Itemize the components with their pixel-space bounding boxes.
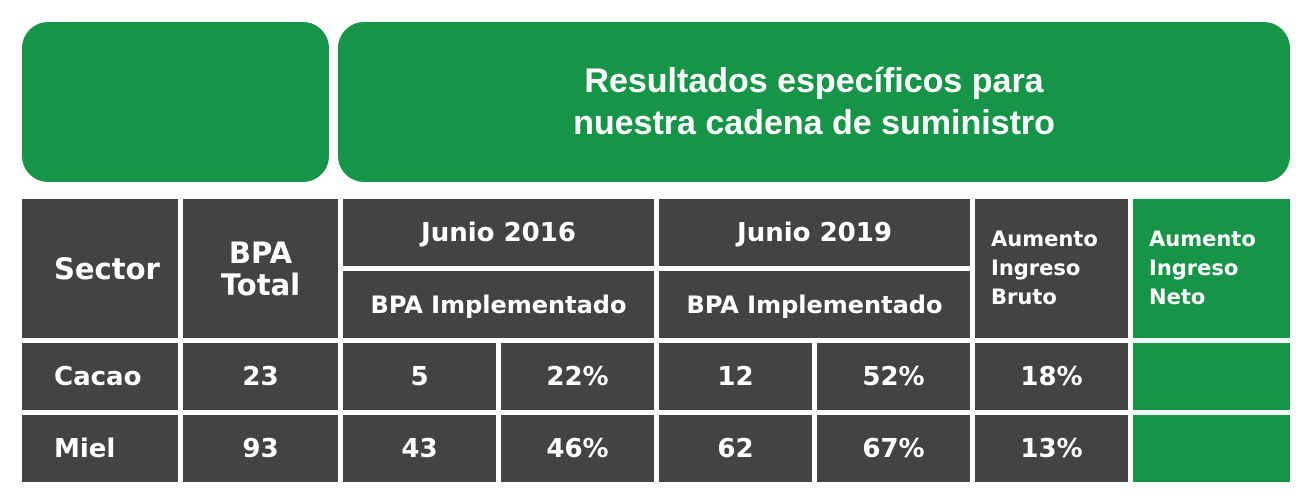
table-row-miel-2019-count: 62	[659, 415, 812, 482]
table-row-cacao-net	[1133, 343, 1290, 410]
table-row-cacao-sector: Cacao	[22, 343, 178, 410]
cell-2016-count: 43	[401, 433, 438, 464]
cell-gross-increase: 18%	[1020, 361, 1083, 392]
page-title-line2: nuestra cadena de suministro	[573, 104, 1055, 142]
page-title: Resultados específicos para nuestra cade…	[573, 60, 1055, 144]
table-row-miel-2019-pct: 67%	[817, 415, 970, 482]
header-gross-line3: Bruto	[991, 285, 1057, 309]
header-bpa-impl-2016-label: BPA Implementado	[370, 290, 627, 319]
cell-2019-count: 62	[717, 433, 754, 464]
header-net-line2: Ingreso	[1149, 256, 1239, 280]
table-row-cacao-2016-count: 5	[343, 343, 496, 410]
cell-2019-count: 12	[717, 361, 754, 392]
header-net-line1: Aumento	[1149, 227, 1256, 251]
title-left-panel	[22, 22, 329, 182]
cell-2019-pct: 52%	[862, 361, 925, 392]
header-bpa-impl-2016: BPA Implementado	[343, 271, 654, 338]
cell-sector: Cacao	[54, 361, 142, 392]
header-gross-increase: Aumento Ingreso Bruto	[975, 199, 1128, 338]
table-row-cacao-bpa-total: 23	[183, 343, 338, 410]
table-row-cacao-2019-pct: 52%	[817, 343, 970, 410]
header-bpa-total: BPA Total	[183, 199, 338, 338]
header-net-line3: Neto	[1149, 285, 1206, 309]
header-gross-line2: Ingreso	[991, 256, 1081, 280]
cell-2016-count: 5	[410, 361, 429, 392]
cell-bpa-total: 93	[242, 433, 279, 464]
table-row-miel-2016-pct: 46%	[501, 415, 654, 482]
cell-gross-increase: 13%	[1020, 433, 1083, 464]
cell-bpa-total: 23	[242, 361, 279, 392]
header-bpa-impl-2019: BPA Implementado	[659, 271, 970, 338]
header-period-2019-label: Junio 2019	[737, 217, 892, 248]
header-bpa-impl-2019-label: BPA Implementado	[686, 290, 943, 319]
table-row-miel-gross: 13%	[975, 415, 1128, 482]
table-row-miel-net	[1133, 415, 1290, 482]
table-row-miel-2016-count: 43	[343, 415, 496, 482]
table-row-miel-sector: Miel	[22, 415, 178, 482]
page-title-line1: Resultados específicos para	[584, 62, 1044, 100]
header-period-2016-label: Junio 2016	[421, 217, 576, 248]
header-net-increase: Aumento Ingreso Neto	[1133, 199, 1290, 338]
header-bpa-total-line2: Total	[220, 267, 301, 302]
cell-2019-pct: 67%	[862, 433, 925, 464]
table-row-cacao-2019-count: 12	[659, 343, 812, 410]
header-bpa-total-line1: BPA	[228, 235, 293, 270]
cell-2016-pct: 46%	[546, 433, 609, 464]
header-period-2019: Junio 2019	[659, 199, 970, 266]
table-row-cacao-gross: 18%	[975, 343, 1128, 410]
header-period-2016: Junio 2016	[343, 199, 654, 266]
table-row-cacao-2016-pct: 22%	[501, 343, 654, 410]
cell-sector: Miel	[54, 433, 116, 464]
cell-2016-pct: 22%	[546, 361, 609, 392]
header-sector-label: Sector	[54, 251, 160, 286]
table-row-miel-bpa-total: 93	[183, 415, 338, 482]
header-gross-line1: Aumento	[991, 227, 1098, 251]
header-sector: Sector	[22, 199, 178, 338]
title-banner: Resultados específicos para nuestra cade…	[338, 22, 1290, 182]
